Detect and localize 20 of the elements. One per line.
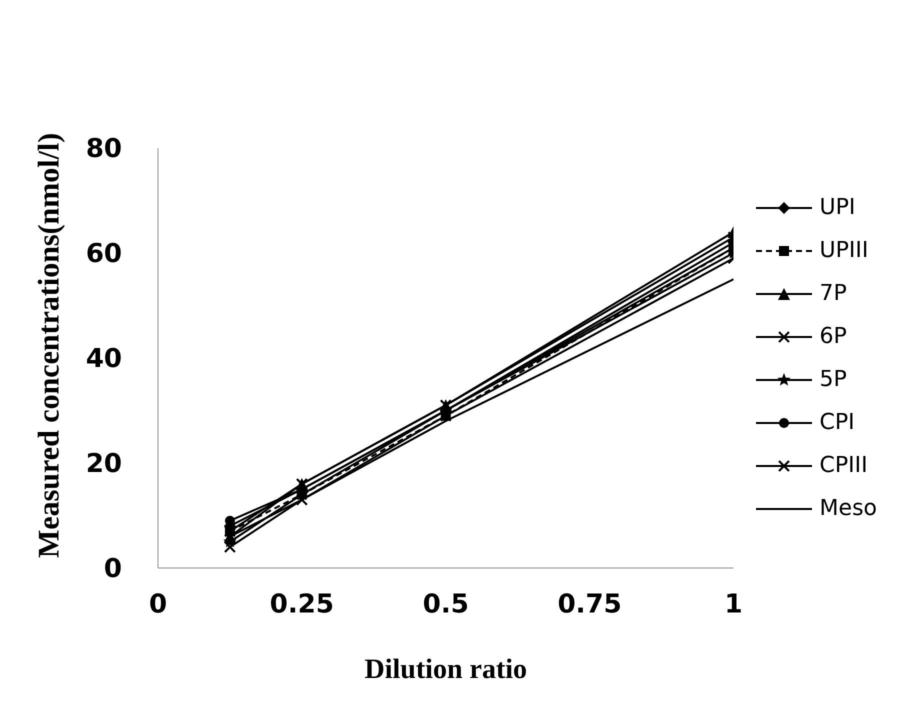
x-axis-title: Dilution ratio — [364, 654, 528, 685]
x-tick-label: 0 — [148, 589, 168, 620]
x-tick-label: 0.75 — [558, 589, 622, 620]
x-tick-label: 0.25 — [270, 589, 334, 620]
legend-label: 6P — [820, 324, 847, 349]
y-tick-label: 20 — [86, 449, 122, 480]
legend-label: 7P — [820, 281, 847, 306]
y-axis-title: Measured concentrations(nmol/l) — [32, 132, 66, 558]
legend-label: 5P — [820, 367, 847, 392]
legend-label: CPI — [820, 410, 855, 435]
legend-label: UPIII — [820, 238, 868, 263]
legend-label: CPIII — [820, 453, 868, 478]
y-tick-label: 40 — [86, 344, 122, 374]
x-tick-label: 0.5 — [422, 589, 469, 620]
y-tick-label: 60 — [86, 239, 122, 270]
legend-label: UPI — [820, 195, 856, 220]
x-tick-label: 1 — [724, 589, 743, 620]
y-tick-label: 80 — [86, 134, 122, 164]
y-tick-label: 0 — [104, 554, 122, 584]
legend-label: Meso — [820, 496, 877, 521]
